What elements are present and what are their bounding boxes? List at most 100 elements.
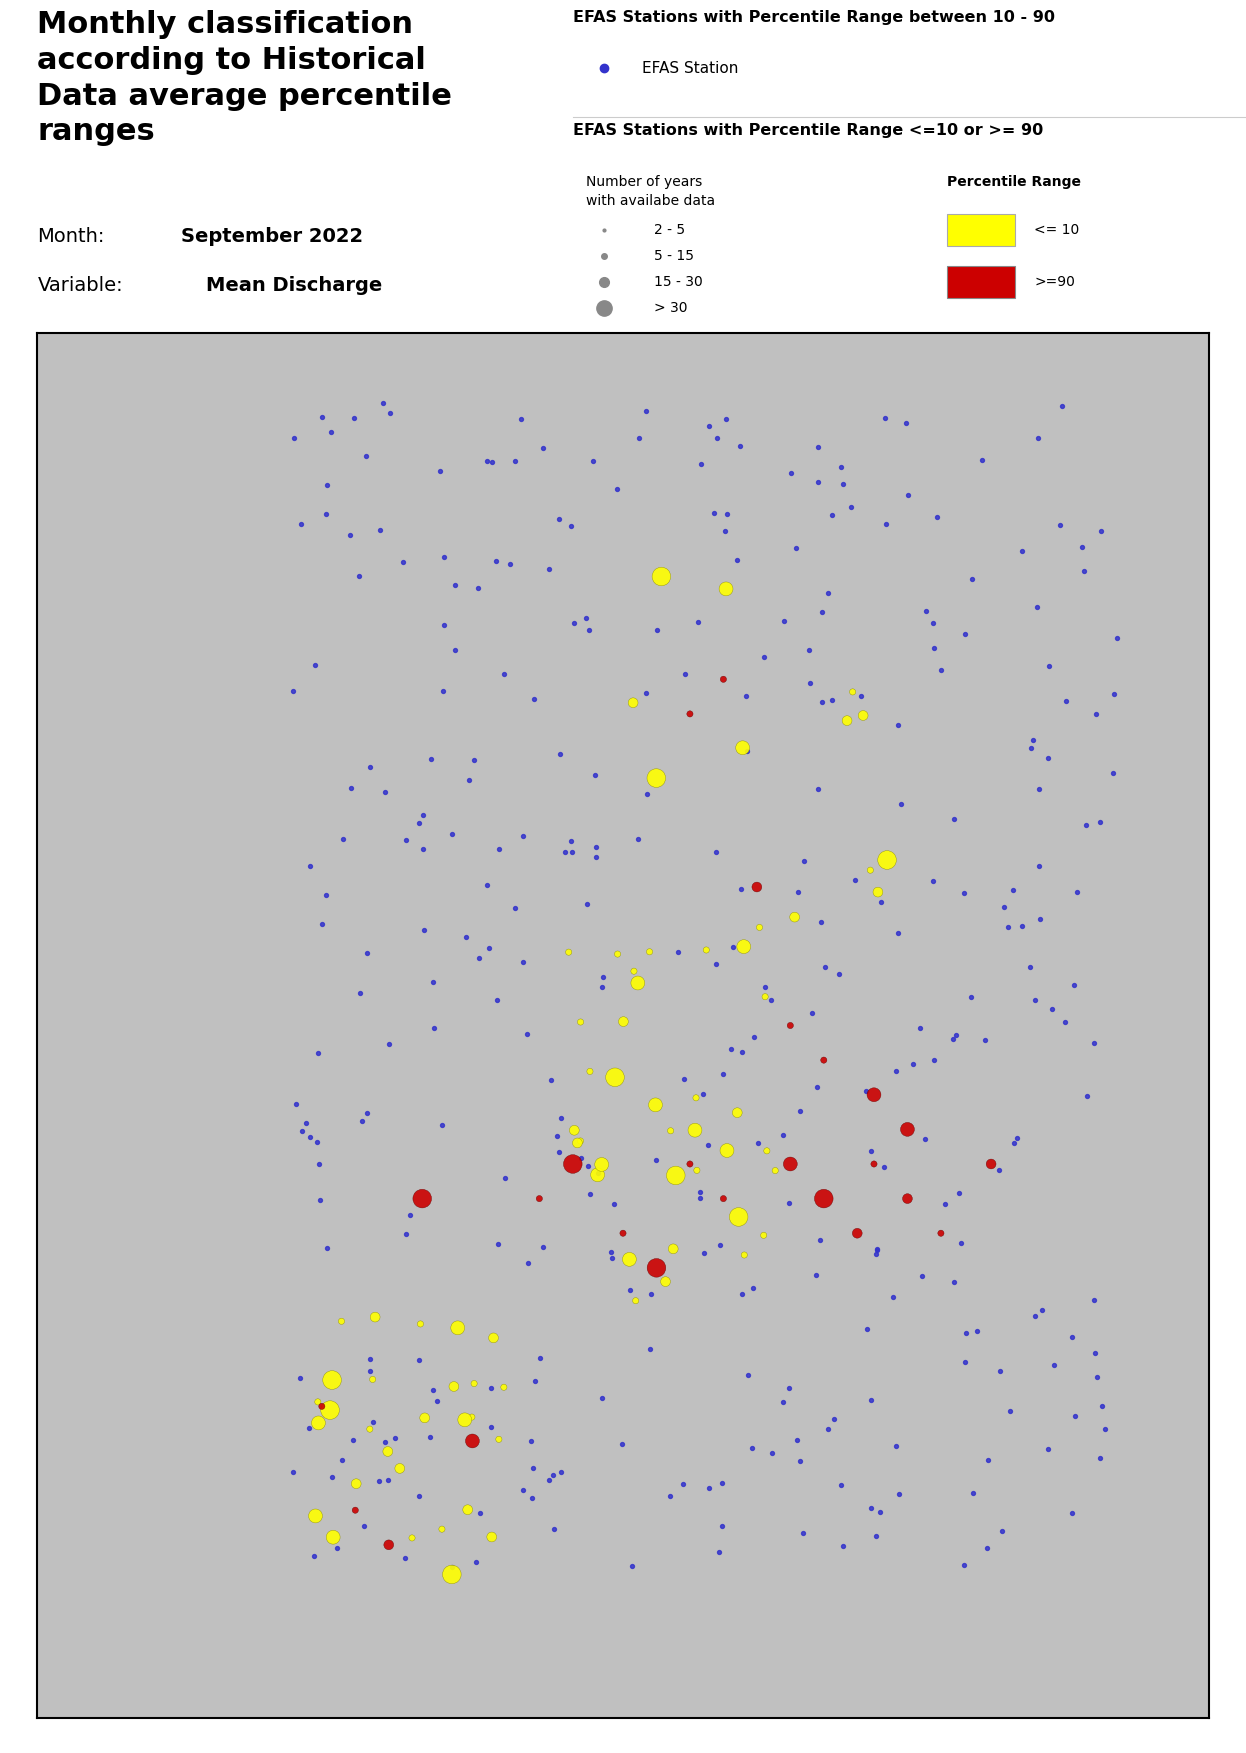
Point (561, 512, 581, 540)
Point (714, 1061, 734, 1089)
Point (1057, 687, 1077, 715)
Point (360, 1357, 380, 1385)
Point (680, 699, 700, 727)
Point (506, 447, 526, 475)
Point (1001, 1397, 1020, 1425)
Point (806, 1262, 826, 1290)
Point (512, 948, 532, 976)
Point (456, 924, 476, 952)
Point (420, 1423, 440, 1451)
Point (842, 678, 862, 706)
Point (1073, 533, 1093, 561)
Point (903, 1050, 923, 1078)
Point (1029, 852, 1049, 880)
Point (946, 1020, 966, 1048)
Point (750, 913, 770, 941)
Point (1044, 1352, 1064, 1380)
Text: Monthly classification
according to Historical
Data average percentile
ranges: Monthly classification according to Hist… (37, 11, 452, 147)
Point (992, 1518, 1012, 1546)
Point (477, 447, 497, 475)
Point (533, 435, 553, 463)
Point (402, 1523, 422, 1551)
Point (665, 1162, 685, 1190)
Point (1012, 912, 1032, 940)
Point (584, 761, 604, 789)
Point (313, 403, 333, 431)
Point (1049, 512, 1069, 540)
Point (468, 575, 488, 603)
Point (1078, 1082, 1098, 1110)
Point (1020, 954, 1040, 982)
Point (883, 1283, 903, 1311)
Point (414, 915, 434, 943)
Point (824, 1404, 844, 1432)
Point (1084, 1339, 1104, 1367)
Point (1084, 1287, 1104, 1315)
Point (794, 847, 814, 875)
Point (733, 1038, 753, 1066)
Point (943, 1026, 963, 1054)
Point (1090, 808, 1110, 836)
Point (551, 740, 571, 768)
Point (888, 1480, 908, 1508)
Point (323, 1366, 343, 1394)
Point (811, 687, 831, 715)
Point (410, 1309, 430, 1338)
Point (954, 878, 974, 906)
Point (525, 1367, 545, 1395)
Point (687, 1083, 706, 1111)
Point (765, 1157, 785, 1185)
Point (931, 1220, 951, 1248)
Text: EFAS Station: EFAS Station (642, 61, 738, 75)
Point (340, 773, 360, 801)
Point (562, 838, 582, 866)
Point (561, 827, 581, 855)
Text: EFAS Stations with Percentile Range <=10 or >= 90: EFAS Stations with Percentile Range <=10… (573, 123, 1043, 138)
Point (442, 1560, 462, 1588)
Point (299, 852, 319, 880)
Text: Percentile Range: Percentile Range (947, 175, 1082, 189)
Point (822, 501, 842, 529)
Point (577, 891, 597, 919)
Point (706, 838, 726, 866)
Point (385, 1425, 405, 1453)
Point (295, 1108, 315, 1136)
Point (547, 1122, 567, 1150)
Point (363, 1366, 383, 1394)
Point (761, 985, 781, 1013)
Text: September 2022: September 2022 (181, 228, 363, 245)
Point (1095, 1415, 1115, 1443)
Point (726, 545, 746, 573)
Point (705, 950, 725, 978)
Point (455, 1406, 475, 1434)
Point (360, 752, 380, 780)
Point (346, 1469, 366, 1497)
Point (613, 1220, 633, 1248)
Point (310, 1187, 330, 1215)
Point (1038, 743, 1058, 771)
Point (647, 764, 667, 792)
Point (748, 1129, 768, 1157)
Point (299, 1413, 319, 1441)
Point (326, 1534, 346, 1562)
Point (961, 983, 981, 1011)
Point (412, 834, 432, 862)
Point (802, 999, 822, 1027)
Point (811, 908, 831, 936)
Point (819, 1415, 839, 1443)
Point (540, 556, 559, 584)
Point (444, 1373, 464, 1401)
Point (517, 1020, 537, 1048)
Point (548, 505, 568, 533)
Point (1103, 759, 1123, 787)
Point (305, 1502, 325, 1530)
Point (863, 1080, 883, 1110)
Point (380, 400, 400, 428)
Point (588, 1159, 608, 1187)
Point (1064, 971, 1084, 999)
Text: Month:: Month: (37, 228, 105, 245)
Point (442, 1553, 462, 1581)
Point (925, 633, 944, 661)
Point (521, 1427, 541, 1455)
Point (832, 470, 852, 498)
